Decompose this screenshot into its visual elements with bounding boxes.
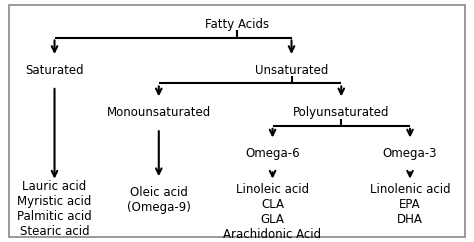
Text: Oleic acid
(Omega-9): Oleic acid (Omega-9) (127, 186, 191, 214)
Text: Saturated: Saturated (25, 64, 84, 77)
Text: Linolenic acid
EPA
DHA: Linolenic acid EPA DHA (370, 183, 450, 226)
Text: Omega-6: Omega-6 (245, 147, 300, 160)
Text: Fatty Acids: Fatty Acids (205, 18, 269, 31)
Text: Omega-3: Omega-3 (383, 147, 437, 160)
Text: Unsaturated: Unsaturated (255, 64, 328, 77)
Text: Polyunsaturated: Polyunsaturated (293, 106, 390, 119)
Text: Linoleic acid
CLA
GLA
Arachidonic Acid: Linoleic acid CLA GLA Arachidonic Acid (223, 183, 322, 241)
Text: Monounsaturated: Monounsaturated (107, 106, 211, 119)
Text: Lauric acid
Myristic acid
Palmitic acid
Stearic acid: Lauric acid Myristic acid Palmitic acid … (17, 180, 92, 238)
